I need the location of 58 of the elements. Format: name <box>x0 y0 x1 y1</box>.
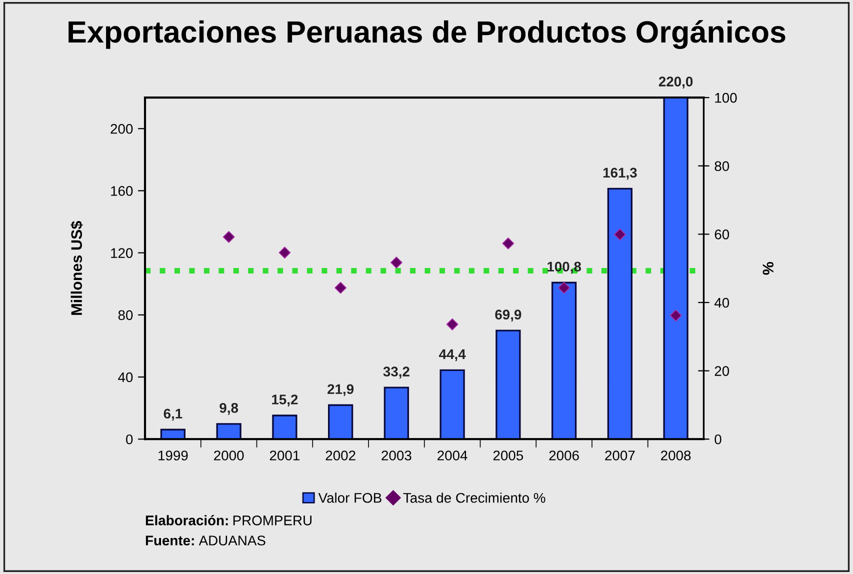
legend-label: Valor FOB <box>318 492 382 503</box>
bar <box>384 386 409 440</box>
point <box>222 230 235 243</box>
bar <box>160 428 186 440</box>
source-note: Fuente: ADUANAS <box>146 536 266 546</box>
data-label: 21,9 <box>328 384 354 396</box>
data-label: 15,2 <box>272 394 298 406</box>
bar <box>496 330 521 440</box>
bar <box>551 282 577 440</box>
text: Elaboración: PROMPERU <box>146 515 312 526</box>
y2-axis-title: % <box>762 262 774 275</box>
bar <box>216 423 242 440</box>
y-axis-title: Millones US$ <box>70 221 83 315</box>
y-tick-label: 120 <box>111 248 133 258</box>
y2-tick-label: 100 <box>715 92 737 103</box>
bar <box>607 188 632 440</box>
y-tick-label: 80 <box>118 310 133 320</box>
y2-tick-label: 60 <box>714 230 730 240</box>
point <box>334 282 347 294</box>
y-tick-label: 0 <box>126 434 133 444</box>
y2-tick-label: 80 <box>714 161 730 172</box>
point <box>502 237 514 250</box>
x-tick-label: 2003 <box>382 450 412 460</box>
y-tick-label: 160 <box>111 186 133 196</box>
x-tick-label: 2002 <box>326 450 356 460</box>
chart-title: Exportaciones Peruanas de Productos Orgánicos <box>68 20 786 49</box>
x-tick-label: 2004 <box>438 450 468 460</box>
y-tick-label: 40 <box>118 372 133 382</box>
x-tick-label: 2007 <box>605 450 635 460</box>
point <box>558 282 570 294</box>
data-label: 33,2 <box>383 366 410 379</box>
bar <box>440 369 465 440</box>
y-tick-label: 200 <box>110 124 133 134</box>
data-label: 161,3 <box>603 168 637 180</box>
y2-tick-label: 20 <box>714 366 730 376</box>
x-tick-label: 2001 <box>270 450 300 460</box>
bar <box>272 414 298 440</box>
bar <box>663 98 688 440</box>
x-tick-label: 2000 <box>214 450 244 460</box>
x-tick-label: 2005 <box>493 450 524 460</box>
data-label: 100,8 <box>548 262 581 274</box>
data-label: 44,4 <box>439 349 466 362</box>
data-label: 6,1 <box>164 408 182 421</box>
point <box>446 318 458 330</box>
y2-tick-label: 0 <box>714 434 722 444</box>
data-label: 69,9 <box>495 310 522 322</box>
point <box>390 256 402 269</box>
x-tick-label: 1999 <box>158 450 188 460</box>
point <box>278 246 291 259</box>
x-tick-label: 2008 <box>661 450 691 460</box>
x-tick-label: 2006 <box>549 450 579 460</box>
point <box>614 228 626 241</box>
bar <box>328 404 354 440</box>
y2-tick-label: 40 <box>714 298 730 308</box>
legend-label: Tasa de Crecimiento % <box>403 492 546 503</box>
data-label: 220,0 <box>658 76 693 89</box>
point <box>670 310 682 322</box>
data-label: 9,8 <box>220 402 238 415</box>
